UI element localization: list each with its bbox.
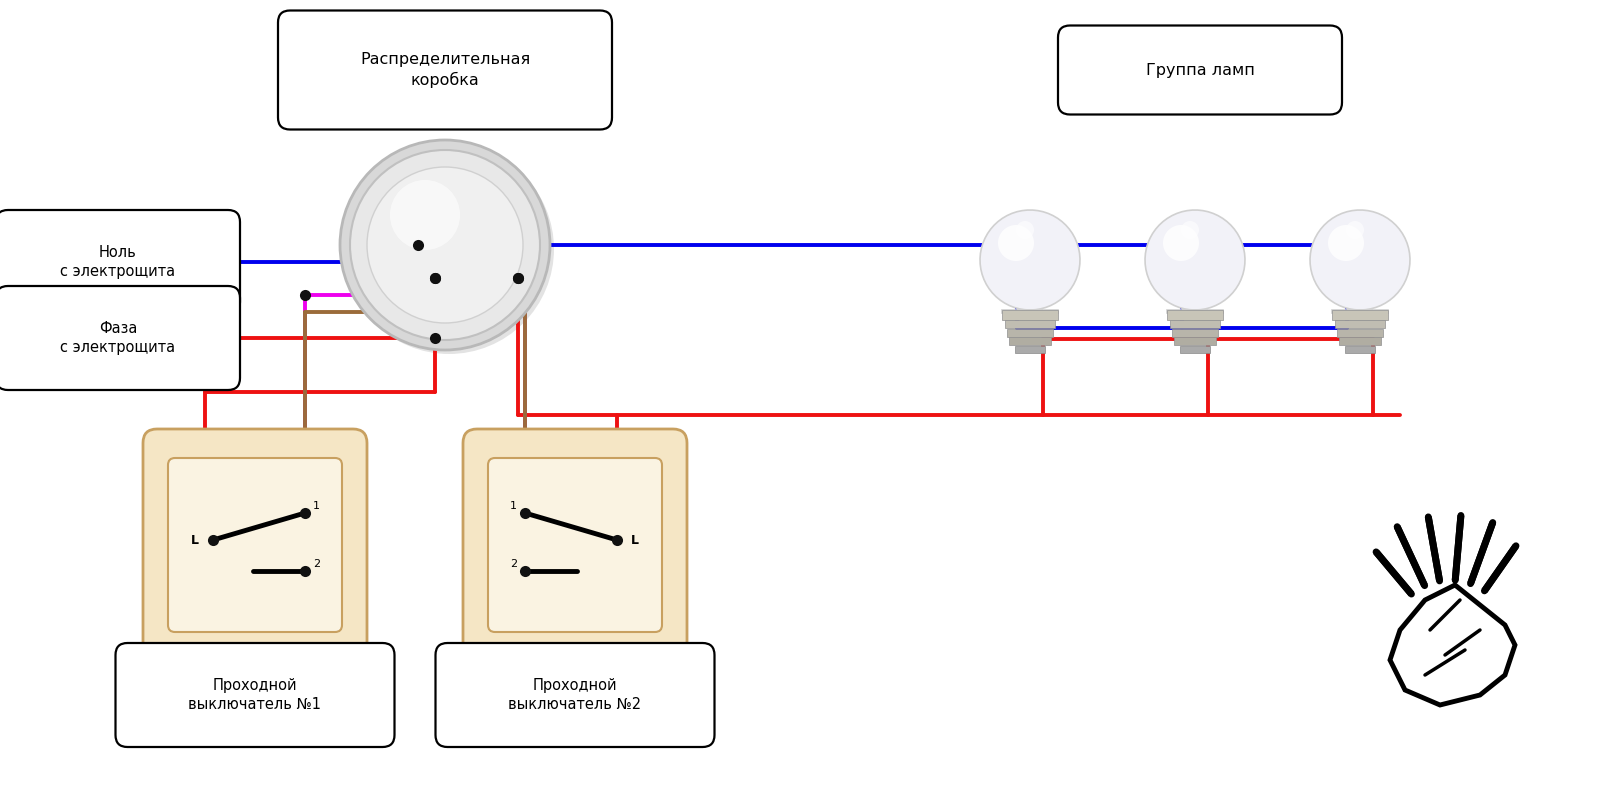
Circle shape [1016,221,1034,239]
FancyBboxPatch shape [1331,310,1389,320]
FancyBboxPatch shape [1171,329,1218,337]
FancyBboxPatch shape [1010,337,1051,346]
FancyBboxPatch shape [115,643,395,747]
FancyBboxPatch shape [168,458,342,632]
FancyBboxPatch shape [1058,26,1342,114]
Polygon shape [1390,585,1515,705]
FancyBboxPatch shape [488,458,662,632]
Text: Проходной
выключатель №2: Проходной выключатель №2 [509,678,642,712]
FancyBboxPatch shape [142,429,366,661]
Text: 1: 1 [510,501,517,511]
Circle shape [1181,221,1198,239]
FancyBboxPatch shape [1338,329,1382,337]
FancyBboxPatch shape [1166,310,1222,320]
PathPatch shape [1146,210,1245,313]
Text: L: L [630,534,638,546]
Circle shape [1328,225,1363,261]
Text: L: L [190,534,198,546]
Circle shape [998,225,1034,261]
FancyBboxPatch shape [1002,310,1058,320]
FancyBboxPatch shape [462,429,686,661]
Circle shape [1346,221,1363,239]
PathPatch shape [1310,210,1410,313]
FancyBboxPatch shape [1014,346,1045,353]
Circle shape [339,140,550,350]
Text: Проходной
выключатель №1: Проходной выключатель №1 [189,678,322,712]
Text: Фаза
с электрощита: Фаза с электрощита [61,321,176,355]
Text: Распределительная
коробка: Распределительная коробка [360,52,530,88]
FancyBboxPatch shape [1174,337,1216,346]
Circle shape [1163,225,1198,261]
FancyBboxPatch shape [1346,346,1374,353]
FancyBboxPatch shape [1339,337,1381,346]
Circle shape [344,144,554,354]
FancyBboxPatch shape [1006,329,1053,337]
Text: 1: 1 [314,501,320,511]
FancyBboxPatch shape [435,643,715,747]
FancyBboxPatch shape [278,10,611,130]
Circle shape [390,180,461,250]
Text: Ноль
с электрощита: Ноль с электрощита [61,245,176,279]
Text: 2: 2 [314,559,320,569]
Text: Группа ламп: Группа ламп [1146,62,1254,78]
Circle shape [350,150,541,340]
FancyBboxPatch shape [1005,320,1054,328]
FancyBboxPatch shape [0,210,240,314]
FancyBboxPatch shape [1170,320,1221,328]
FancyBboxPatch shape [0,286,240,390]
PathPatch shape [981,210,1080,313]
Text: 2: 2 [510,559,517,569]
FancyBboxPatch shape [1181,346,1210,353]
FancyBboxPatch shape [1334,320,1386,328]
Circle shape [366,167,523,323]
